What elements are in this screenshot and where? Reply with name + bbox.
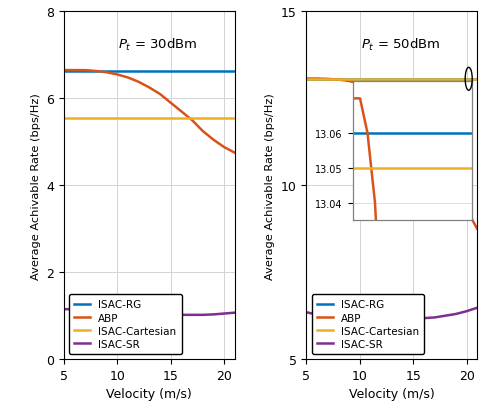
Y-axis label: Average Achivable Rate (bps/Hz): Average Achivable Rate (bps/Hz) bbox=[31, 93, 41, 279]
Legend: ISAC-RG, ABP, ISAC-Cartesian, ISAC-SR: ISAC-RG, ABP, ISAC-Cartesian, ISAC-SR bbox=[311, 294, 424, 354]
Legend: ISAC-RG, ABP, ISAC-Cartesian, ISAC-SR: ISAC-RG, ABP, ISAC-Cartesian, ISAC-SR bbox=[69, 294, 182, 354]
Y-axis label: Average Achivable Rate (bps/Hz): Average Achivable Rate (bps/Hz) bbox=[265, 93, 276, 279]
X-axis label: Velocity (m/s): Velocity (m/s) bbox=[106, 387, 192, 401]
Text: $P_t$ = 50dBm: $P_t$ = 50dBm bbox=[361, 37, 440, 53]
X-axis label: Velocity (m/s): Velocity (m/s) bbox=[349, 387, 435, 401]
Text: $P_t$ = 30dBm: $P_t$ = 30dBm bbox=[118, 37, 198, 53]
